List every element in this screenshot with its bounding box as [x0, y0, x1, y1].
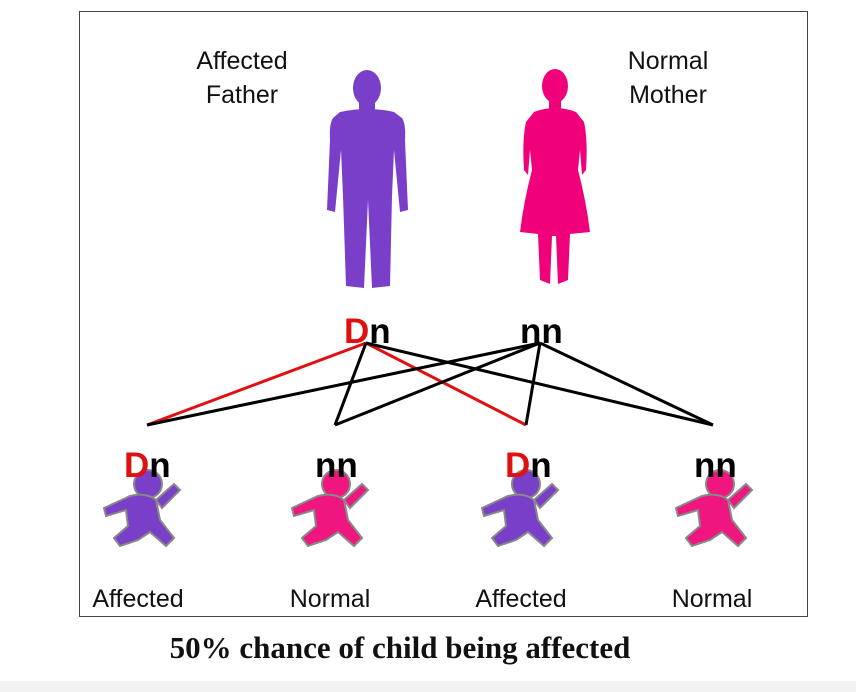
cross-line-mother-n-child3: [524, 342, 542, 426]
child-status-label: Affected: [92, 585, 184, 613]
child-genotype: Dn: [505, 448, 552, 484]
diagram-frame: [79, 11, 808, 617]
cross-line-mother-n-child1: [146, 341, 541, 427]
child-status-label: Normal: [671, 585, 753, 613]
mother-label: Normal Mother: [588, 44, 748, 112]
cross-line-mother-n-child2: [334, 341, 541, 427]
father-label-line1: Affected: [196, 47, 288, 75]
cross-line-father-n-child4: [365, 341, 714, 427]
child-recessive-allele: nn: [694, 446, 737, 485]
father-recessive-allele: n: [369, 312, 391, 351]
child-recessive-allele: n: [530, 446, 552, 485]
child-genotype: nn: [694, 448, 737, 484]
baby-icon-affected-1: [102, 469, 182, 548]
father-label-line2: Father: [205, 81, 279, 109]
father-genotype: Dn: [344, 314, 391, 350]
cross-line-father-dom-child3: [365, 341, 527, 427]
cross-line-mother-n-child4: [539, 341, 714, 427]
cross-line-father-dom-child1: [146, 341, 367, 427]
cross-lines: [146, 341, 714, 427]
child-recessive-allele: n: [149, 446, 171, 485]
child-status-label: Normal: [289, 585, 371, 613]
mother-genotype: nn: [520, 314, 563, 350]
child-genotype: nn: [315, 448, 358, 484]
father-label: Affected Father: [162, 44, 322, 112]
mother-label-line2: Mother: [629, 81, 707, 109]
father-silhouette: [327, 70, 408, 288]
baby-icon-normal-1: [290, 469, 370, 548]
child-recessive-allele: nn: [315, 446, 358, 485]
child-genotype: Dn: [124, 448, 171, 484]
baby-icon-normal-2: [674, 469, 754, 548]
mother-recessive-allele: nn: [520, 312, 563, 351]
child-dominant-allele: D: [124, 446, 150, 485]
child-dominant-allele: D: [505, 446, 531, 485]
caption: 50% chance of child being affected: [169, 630, 631, 665]
footer-band: [0, 681, 856, 692]
father-dominant-allele: D: [344, 312, 370, 351]
mother-label-line1: Normal: [627, 47, 709, 75]
mother-silhouette: [520, 69, 590, 284]
baby-icon-affected-2: [480, 469, 560, 548]
child-status-label: Affected: [475, 585, 567, 613]
